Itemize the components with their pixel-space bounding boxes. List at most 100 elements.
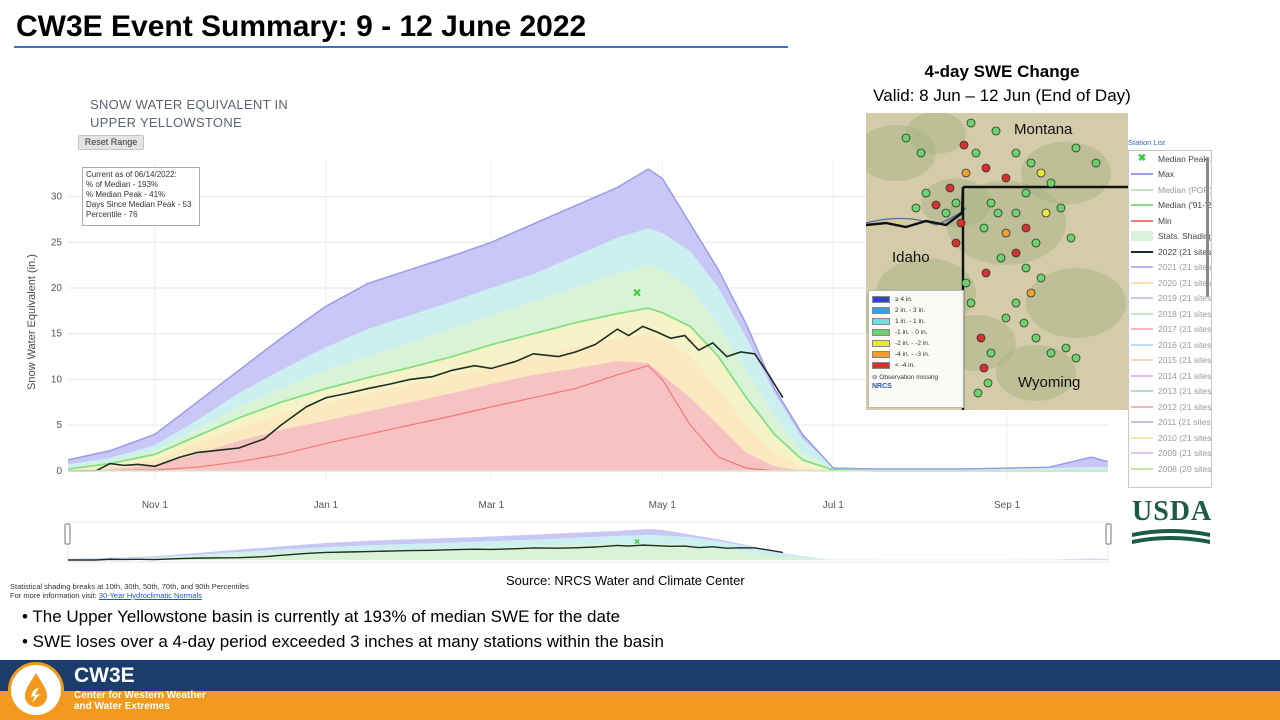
info-line: Days Since Median Peak - 53 [86, 200, 192, 209]
station-list-swatch [1131, 421, 1153, 424]
station-marker [996, 253, 1006, 263]
mini-current-line [68, 544, 783, 561]
station-list-swatch [1131, 312, 1153, 315]
legend-swatch [872, 307, 890, 314]
station-list-label: 2014 (21 sites) [1158, 370, 1212, 381]
station-list-item[interactable]: 2011 (21 sites) [1129, 415, 1211, 431]
station-list-item[interactable]: Median ('91-'20) [1129, 198, 1211, 214]
station-marker [1011, 148, 1021, 158]
station-list-label: 2016 (21 sites) [1158, 339, 1212, 350]
station-list-item[interactable]: Median (POR) [1129, 182, 1211, 198]
station-list-item[interactable]: 2013 (21 sites) [1129, 384, 1211, 400]
station-marker [1056, 203, 1066, 213]
statistics-note-line-1: Statistical shading breaks at 10th, 30th… [10, 582, 249, 591]
max-line [67, 168, 1109, 470]
station-list-label: 2010 (21 sites) [1158, 432, 1212, 443]
station-list-swatch [1131, 297, 1153, 300]
station-list-item[interactable]: 2008 (20 sites) [1129, 461, 1211, 477]
bullet-item: • The Upper Yellowstone basin is current… [22, 607, 621, 626]
station-marker [941, 208, 951, 218]
station-marker [973, 388, 983, 398]
station-marker [983, 378, 993, 388]
station-list-item[interactable]: 2016 (21 sites) [1129, 337, 1211, 353]
station-list-item[interactable]: 2019 (21 sites) [1129, 291, 1211, 307]
station-marker [961, 168, 971, 178]
station-marker [971, 148, 981, 158]
station-list-item[interactable]: Stats. Shading [1129, 229, 1211, 245]
station-marker [959, 140, 969, 150]
station-list-swatch [1131, 436, 1153, 439]
station-list-swatch [1131, 266, 1153, 269]
station-panel: Station List ✖ Median Peak SWE Max Median (… [1128, 138, 1212, 490]
station-list-item[interactable]: 2022 (21 sites) [1129, 244, 1211, 260]
station-marker [986, 198, 996, 208]
station-marker [916, 148, 926, 158]
band-70-50 [68, 265, 1108, 471]
current-year-line [68, 325, 784, 472]
x-tick-label: Jan 1 [314, 500, 339, 511]
statistics-note: Statistical shading breaks at 10th, 30th… [10, 582, 249, 600]
station-marker [1066, 233, 1076, 243]
terrain-patch [1026, 268, 1126, 338]
terrain-patch [996, 345, 1076, 401]
state-label-idaho: Idaho [892, 249, 930, 266]
legend-swatch [872, 340, 890, 347]
chart-title-line-1: SNOW WATER EQUIVALENT IN [90, 97, 289, 112]
station-list-item[interactable]: 2014 (21 sites) [1129, 368, 1211, 384]
station-list-item[interactable]: 2009 (21 sites) [1129, 446, 1211, 462]
normals-link[interactable]: 30-Year Hydroclimatic Normals [98, 591, 202, 600]
footer-band-orange [0, 691, 1280, 720]
band-30-10 [68, 333, 1108, 471]
station-list-scrollbar[interactable] [1206, 157, 1209, 297]
legend-swatch [872, 351, 890, 358]
station-marker [976, 333, 986, 343]
station-list-item[interactable]: Max [1129, 167, 1211, 183]
station-list-swatch [1131, 343, 1153, 346]
station-list-item[interactable]: Min [1129, 213, 1211, 229]
station-marker [1091, 158, 1101, 168]
mini-band-low [68, 543, 1108, 560]
station-list-item[interactable]: 2015 (21 sites) [1129, 353, 1211, 369]
cw3e-logo-name: CW3E [74, 664, 135, 687]
bullet-item: • SWE loses over a 4-day period exceeded… [22, 632, 664, 651]
station-list-label: 2011 (21 sites) [1158, 417, 1212, 428]
station-marker [1026, 288, 1036, 298]
station-list-item[interactable]: 2020 (21 sites) [1129, 275, 1211, 291]
bullet-list: • The Upper Yellowstone basin is current… [22, 604, 664, 654]
station-list-item[interactable]: 2021 (21 sites) [1129, 260, 1211, 276]
station-list-label: 2022 (21 sites) [1158, 246, 1212, 257]
station-marker [986, 348, 996, 358]
terrain-patch [1021, 141, 1111, 205]
station-list-item[interactable]: 2018 (21 sites) [1129, 306, 1211, 322]
station-marker [961, 278, 971, 288]
map-title: 4-day SWE Change Valid: 8 Jun – 12 Jun (… [820, 60, 1184, 108]
info-line: % of Median - 193% [86, 180, 159, 189]
nrcs-logo: NRCS [872, 383, 892, 390]
reset-range-button[interactable]: Reset Range [78, 135, 144, 150]
station-marker [966, 118, 976, 128]
station-marker [966, 298, 976, 308]
missing-observation-note: ⊖ Observation missing [872, 374, 939, 381]
station-list-label: 2009 (21 sites) [1158, 448, 1212, 459]
band-max-90 [68, 169, 1108, 470]
info-line: Current as of 06/14/2022: [86, 170, 177, 179]
station-marker [1011, 298, 1021, 308]
state-label-wyoming: Wyoming [1018, 374, 1081, 391]
station-list-item[interactable]: 2012 (21 sites) [1129, 399, 1211, 415]
y-tick-label: 20 [51, 283, 63, 294]
info-line: Percentile - 76 [86, 210, 138, 219]
station-list-item[interactable]: 2010 (21 sites) [1129, 430, 1211, 446]
x-tick-label: Nov 1 [142, 500, 169, 511]
station-list-label: Stats. Shading [1158, 231, 1212, 242]
station-marker [1001, 313, 1011, 323]
station-list-item[interactable]: ✖ Median Peak SWE [1129, 151, 1211, 167]
station-marker [1021, 223, 1031, 233]
station-marker [1071, 143, 1081, 153]
legend-swatch [872, 329, 890, 336]
station-list[interactable]: ✖ Median Peak SWE Max Median (POR) Median ('… [1128, 150, 1212, 488]
station-list-swatch: ✖ [1137, 153, 1147, 165]
legend-swatch [872, 362, 890, 369]
swe-chart: 0 5 10 15 20 25 30 Nov 1 Jan 1 Mar 1 May 1 Jul 1 Sep… [51, 160, 1112, 563]
station-list-item[interactable]: 2017 (21 sites) [1129, 322, 1211, 338]
map-valid-range: Valid: 8 Jun – 12 Jun (End of Day) [873, 86, 1131, 105]
